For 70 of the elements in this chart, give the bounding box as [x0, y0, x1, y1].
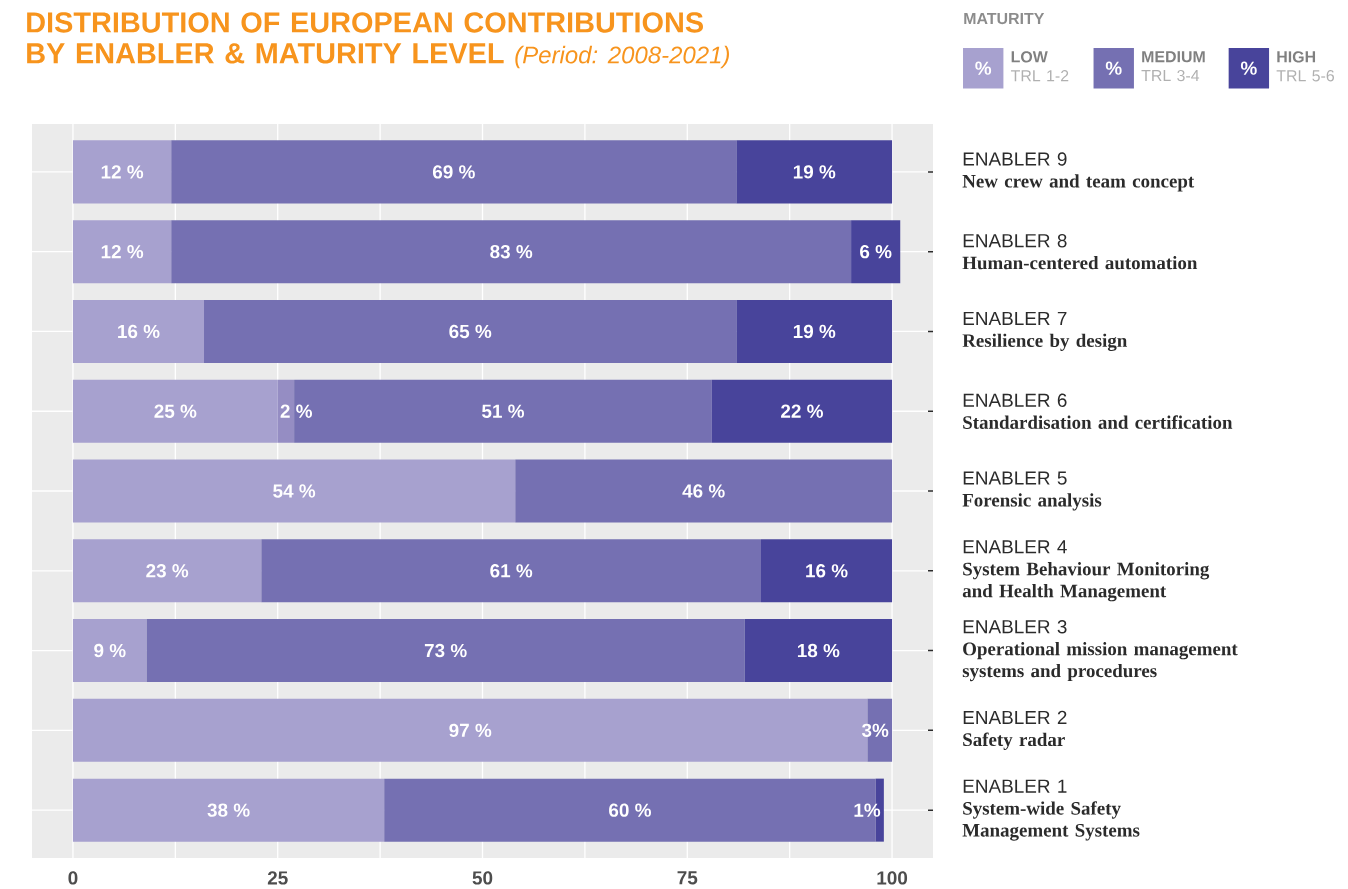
- data-label: 51 %: [481, 404, 525, 418]
- data-label: 22 %: [781, 404, 823, 418]
- bar: [736, 140, 893, 204]
- bar: [72, 539, 262, 603]
- bar: [146, 619, 745, 683]
- y-tick-label: ENABLER 6 Standardisation and certification: [963, 393, 1233, 429]
- data-label: 54 %: [273, 484, 316, 498]
- y-tick-label: ENABLER 2 Safety radar: [963, 710, 1067, 750]
- bar: [72, 459, 516, 523]
- data-label: 73 %: [424, 643, 467, 658]
- data-label: 12 %: [101, 244, 144, 259]
- x-tick-label: 25: [267, 871, 288, 885]
- data-label: 23 %: [146, 564, 189, 578]
- bar: [851, 220, 901, 284]
- data-label: 69 %: [432, 165, 475, 179]
- data-label: 16 %: [806, 564, 848, 578]
- bar: [736, 299, 893, 363]
- data-label: 38 %: [207, 803, 250, 817]
- data-label: 97 %: [449, 723, 492, 738]
- y-tick-label: ENABLER 8 Human-centered automation: [962, 233, 1198, 270]
- text: %: [1105, 61, 1122, 75]
- text: %: [975, 61, 992, 75]
- data-label: 9 %: [94, 643, 126, 658]
- bar: [294, 379, 712, 443]
- bar: [72, 778, 385, 842]
- y-tick-label: ENABLER 4 System Behaviour Monitoring and Health Management: [962, 540, 1210, 602]
- bar: [72, 299, 205, 363]
- text: HIGH TRL 5-6: [1276, 51, 1335, 82]
- data-label: 6 %: [860, 244, 892, 259]
- text: LOW TRL 1-2: [1010, 51, 1069, 82]
- data-label: 18 %: [797, 643, 840, 658]
- data-label: 2 %: [280, 404, 313, 418]
- data-label: 16 %: [118, 324, 160, 339]
- bar: [72, 619, 147, 683]
- bar: [277, 379, 295, 443]
- bar: [711, 379, 893, 443]
- chart-title: DISTRIBUTION OF EUROPEAN CONTRIBUTIONS BY ENABLER & MATURITY LEVEL (Period: 2008-2021): [27, 12, 729, 69]
- x-tick-label: 100: [877, 871, 908, 885]
- bar: [204, 299, 737, 363]
- data-label: 61 %: [490, 564, 533, 578]
- bar: [761, 539, 893, 603]
- y-tick-label: ENABLER 3 Operational mission management systems and procedures: [962, 620, 1238, 682]
- data-label: 83 %: [490, 244, 533, 259]
- x-tick-label: 75: [677, 871, 698, 885]
- data-label: 60 %: [609, 803, 651, 817]
- data-label: 3%: [861, 723, 889, 738]
- y-tick-label: ENABLER 9 New crew and team concept: [962, 152, 1195, 192]
- bar: [515, 459, 893, 523]
- y-tick-label: ENABLER 5 Forensic analysis: [962, 471, 1102, 511]
- x-tick-label: 50: [472, 871, 493, 885]
- y-tick-label: ENABLER 7 Resilience by design: [962, 311, 1128, 351]
- text: MEDIUM TRL 3-4: [1141, 51, 1205, 82]
- data-label: 25 %: [154, 404, 197, 418]
- x-tick-label: 0: [68, 871, 78, 885]
- y-tick-label: ENABLER 1 System-wide Safety Management Systems: [962, 779, 1140, 841]
- bar: [72, 220, 172, 284]
- bar: [72, 379, 278, 443]
- data-label: 12 %: [101, 165, 144, 179]
- bar: [72, 140, 172, 204]
- data-label: 46 %: [682, 484, 725, 498]
- legend-title: MATURITY: [964, 13, 1045, 25]
- data-label: 19 %: [793, 165, 836, 179]
- bar: [171, 140, 737, 204]
- data-label: 65 %: [449, 324, 492, 339]
- bar: [171, 220, 852, 284]
- data-label: 1%: [854, 803, 881, 817]
- bar: [744, 619, 893, 683]
- bar: [261, 539, 761, 603]
- data-label: 19 %: [793, 324, 836, 339]
- text: %: [1240, 61, 1257, 75]
